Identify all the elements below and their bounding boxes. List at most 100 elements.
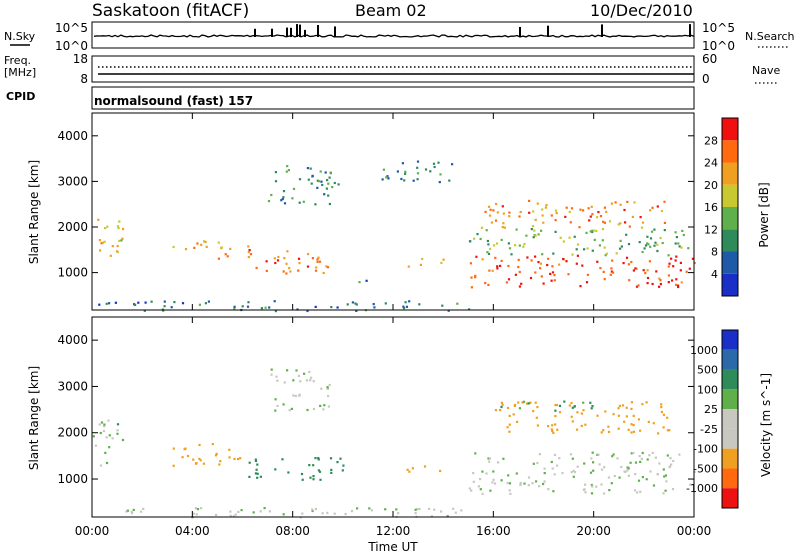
power-colorbar-cell-2 (722, 229, 738, 252)
velocity-y-ticks: 1000 2000 3000 4000 (57, 333, 694, 486)
power-region-3 (255, 250, 330, 275)
power-colorbar-cell-1 (722, 251, 738, 274)
velocity-colorbar-cell-3 (722, 389, 738, 410)
velocity-region-3 (270, 368, 331, 412)
power-colorbar-cell-5 (722, 162, 738, 185)
velocity-region-6 (494, 401, 671, 435)
power-region-7 (407, 257, 445, 268)
x-tick-2: 08:00 (275, 524, 310, 538)
date-title: 10/Dec/2010 (590, 1, 693, 20)
power-colorbar-tick-0: 4 (711, 268, 718, 281)
velocity-colorbar-cell-4 (722, 409, 738, 429)
nsky-panel: N.Sky 10^5 10^0 10^5 10^0 N.Search (4, 21, 795, 53)
power-y-ticks: 1000 2000 3000 4000 (57, 129, 694, 280)
velocity-colorbar-cell-0 (722, 330, 738, 350)
cpid-label: CPID (6, 90, 35, 103)
power-region-1 (172, 240, 223, 251)
power-region-6 (358, 279, 368, 284)
velocity-colorbar-label-text: Velocity [m s^-1] (759, 373, 773, 477)
velocity-colorbar-tick-2: 100 (697, 383, 718, 396)
velocity-colorbar-label: Velocity [m s^-1] (759, 373, 773, 477)
freq-panel: Freq. [MHz] 18 8 60 0 Nave (4, 52, 780, 86)
velocity-colorbar-tick-7: -1000 (686, 482, 718, 495)
power-colorbar-cell-3 (722, 207, 738, 230)
power-y-tick-1: 2000 (57, 220, 88, 234)
power-colorbar-tick-2: 12 (704, 223, 718, 236)
velocity-colorbar-tick-3: 25 (704, 403, 718, 416)
velocity-y-tick-2: 3000 (57, 379, 88, 393)
power-y-tick-0: 1000 (57, 266, 88, 280)
cpid-mode: normalsound (fast) 157 (94, 94, 253, 108)
velocity-region-7 (500, 400, 594, 412)
x-axis-label: Time UT (367, 540, 418, 554)
power-colorbar: 4 8 12 16 20 24 28 (704, 117, 739, 297)
velocity-colorbar-tick-6: -500 (693, 462, 718, 475)
power-colorbar-cell-7 (722, 118, 738, 141)
power-colorbar-tick-1: 8 (711, 246, 718, 259)
velocity-region-1 (172, 443, 242, 467)
velocity-colorbar-cell-7 (722, 468, 738, 489)
power-colorbar-cell-4 (722, 184, 738, 207)
x-tick-3: 12:00 (376, 524, 411, 538)
velocity-region-0 (92, 419, 125, 467)
velocity-colorbar-cell-5 (722, 428, 738, 449)
velocity-y-tick-0: 1000 (57, 472, 88, 486)
freq-unit-label: [MHz] (4, 66, 36, 79)
nsky-label: N.Sky (4, 30, 36, 43)
x-tick-0: 00:00 (75, 524, 110, 538)
nave-label: Nave (752, 64, 780, 77)
velocity-region-4 (406, 465, 442, 473)
power-region-0 (97, 218, 125, 257)
station-title: Saskatoon (fitACF) (92, 1, 249, 21)
x-tick-6: 00:00 (677, 524, 712, 538)
power-colorbar-tick-4: 20 (704, 179, 718, 192)
power-colorbar-tick-6: 28 (704, 134, 718, 147)
nsky-spikes (254, 24, 691, 37)
power-colorbar-label: Power [dB] (757, 182, 771, 247)
power-region-9 (469, 254, 696, 289)
power-colorbar-tick-3: 16 (704, 201, 718, 214)
beam-title: Beam 02 (355, 1, 427, 20)
nsky-right-tick-bottom: 10^0 (702, 39, 735, 53)
velocity-y-tick-3: 4000 (57, 333, 88, 347)
freq-right-tick-top: 60 (702, 52, 717, 66)
nsearch-label: N.Search (745, 30, 795, 43)
x-tick-4: 16:00 (476, 524, 511, 538)
power-heatmap (97, 160, 696, 313)
velocity-colorbar-cell-2 (722, 369, 738, 390)
freq-left-tick-bottom: 8 (80, 72, 88, 86)
power-region-5 (320, 180, 340, 197)
power-region-2 (217, 245, 253, 260)
velocity-colorbar-cell-1 (722, 349, 738, 370)
power-region-8 (381, 160, 454, 184)
velocity-colorbar-tick-4: -25 (700, 423, 718, 436)
power-colorbar-cell-6 (722, 140, 738, 163)
nsky-left-tick-top: 10^5 (55, 21, 88, 35)
x-tick-5: 20:00 (576, 524, 611, 538)
freq-label: Freq. (4, 54, 31, 67)
x-axis-ticks: 00:00 04:00 08:00 12:00 16:00 20:00 00:00 (75, 113, 712, 538)
velocity-colorbar-tick-0: 1000 (690, 344, 718, 357)
velocity-colorbar: 1000 500 100 25 -25 -100 -500 -1000 (686, 329, 739, 509)
velocity-colorbar-tick-1: 500 (697, 364, 718, 377)
power-y-tick-2: 3000 (57, 174, 88, 188)
velocity-colorbar-tick-5: -100 (693, 443, 718, 456)
power-colorbar-cell-0 (722, 273, 738, 296)
nsky-trace (93, 34, 695, 38)
nsky-right-tick-top: 10^5 (702, 21, 735, 35)
velocity-region-2 (248, 457, 345, 481)
power-y-label: Slant Range [km] (27, 160, 41, 264)
cpid-panel: CPID normalsound (fast) 157 (6, 86, 695, 110)
power-region-11 (468, 228, 690, 257)
freq-left-tick-top: 18 (73, 52, 88, 66)
power-region-4 (267, 165, 332, 206)
power-colorbar-tick-5: 24 (704, 157, 718, 170)
power-region-10 (480, 199, 666, 229)
velocity-y-label: Slant Range [km] (27, 366, 41, 470)
power-panel: 1000 2000 3000 4000 Slant Range [km] 4 8 12 16… (27, 112, 771, 313)
x-tick-1: 04:00 (175, 524, 210, 538)
velocity-colorbar-cell-6 (722, 448, 738, 469)
velocity-colorbar-cell-8 (722, 488, 738, 508)
velocity-heatmap (92, 368, 696, 519)
